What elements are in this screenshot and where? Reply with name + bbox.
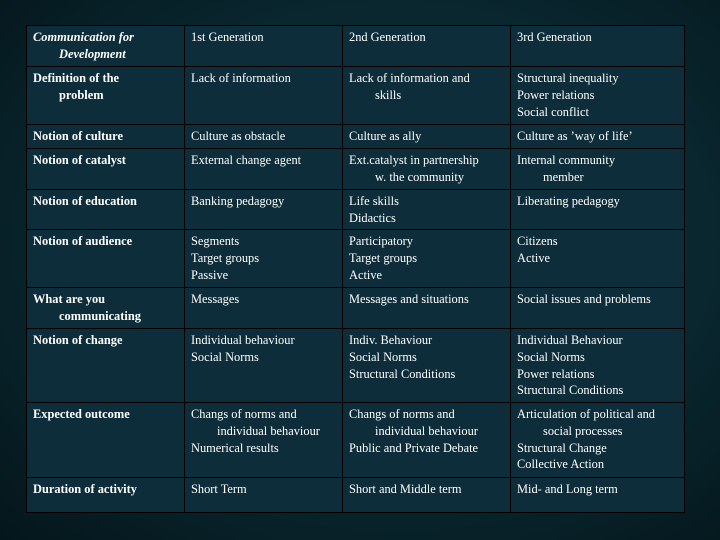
- table-header-row: Communication for Development 1st Generat…: [26, 25, 685, 67]
- table-cell: Mid- and Long term: [510, 477, 685, 513]
- header-cell: 3rd Generation: [510, 25, 685, 67]
- table-cell: Messages: [184, 287, 343, 329]
- table-cell: Structural inequality Power relations Soci…: [510, 66, 685, 125]
- table-row: Expected outcome Changs of norms and indi…: [26, 402, 685, 478]
- table-cell: Changs of norms and individual behaviour N…: [184, 402, 343, 478]
- table-cell: Participatory Target groups Active: [342, 229, 511, 288]
- table-row: Notion of audience Segments Target groups…: [26, 229, 685, 288]
- table-cell: Changs of norms and individual behaviour P…: [342, 402, 511, 478]
- row-label: Notion of culture: [26, 124, 185, 149]
- table-cell: Lack of information: [184, 66, 343, 125]
- table-cell: Life skills Didactics: [342, 189, 511, 230]
- table-cell: Indiv. Behaviour Social Norms Structural C…: [342, 328, 511, 403]
- table-row: Duration of activity Short Term Short an…: [26, 477, 685, 513]
- table-cell: External change agent: [184, 148, 343, 190]
- header-cell: 1st Generation: [184, 25, 343, 67]
- table-cell: Lack of information and skills: [342, 66, 511, 125]
- header-cell: Communication for Development: [26, 25, 185, 67]
- row-label: Notion of education: [26, 189, 185, 230]
- table-row: Notion of change Individual behaviour Soc…: [26, 328, 685, 403]
- table-cell: Banking pedagogy: [184, 189, 343, 230]
- table-cell: Individual behaviour Social Norms: [184, 328, 343, 403]
- row-label: What are you communicating: [26, 287, 185, 329]
- table-cell: Citizens Active: [510, 229, 685, 288]
- comparison-table: Communication for Development 1st Generat…: [26, 25, 685, 513]
- header-cell: 2nd Generation: [342, 25, 511, 67]
- table-cell: Messages and situations: [342, 287, 511, 329]
- row-label: Definition of the problem: [26, 66, 185, 125]
- table-cell: Articulation of political and social proc…: [510, 402, 685, 478]
- table-cell: Short and Middle term: [342, 477, 511, 513]
- table-row: Notion of catalyst External change agent…: [26, 148, 685, 190]
- table-cell: Short Term: [184, 477, 343, 513]
- table-cell: Internal community member: [510, 148, 685, 190]
- table-cell: Liberating pedagogy: [510, 189, 685, 230]
- row-label: Notion of catalyst: [26, 148, 185, 190]
- table-cell: Culture as ally: [342, 124, 511, 149]
- table-row: Notion of culture Culture as obstacle Cu…: [26, 124, 685, 149]
- table-cell: Ext.catalyst in partnership w. the commun…: [342, 148, 511, 190]
- table-row: Notion of education Banking pedagogy Lif…: [26, 189, 685, 230]
- table-cell: Social issues and problems: [510, 287, 685, 329]
- row-label: Notion of change: [26, 328, 185, 403]
- table-row: Definition of the problem Lack of informa…: [26, 66, 685, 125]
- table-cell: Individual Behaviour Social Norms Power re…: [510, 328, 685, 403]
- table-cell: Culture as obstacle: [184, 124, 343, 149]
- row-label: Expected outcome: [26, 402, 185, 478]
- table-row: What are you communicating Messages Messa…: [26, 287, 685, 329]
- row-label: Duration of activity: [26, 477, 185, 513]
- row-label: Notion of audience: [26, 229, 185, 288]
- table-cell: Culture as ’way of life’: [510, 124, 685, 149]
- table-cell: Segments Target groups Passive: [184, 229, 343, 288]
